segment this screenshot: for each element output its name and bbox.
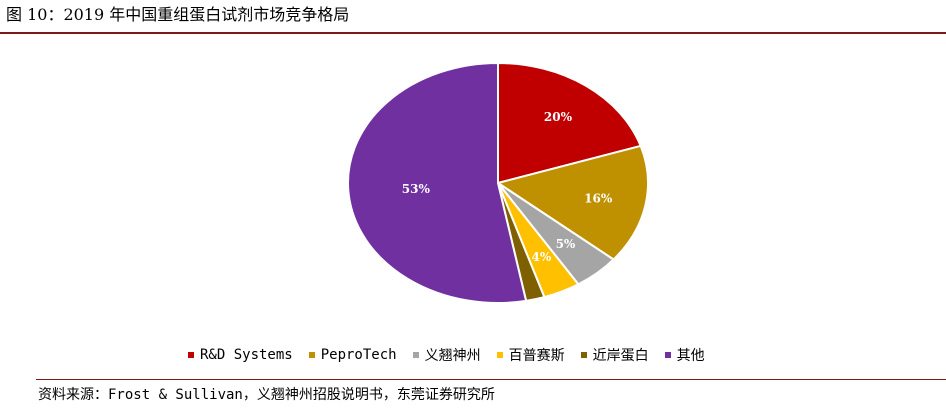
chart-legend: R&D Systems PeproTech 义翘神州 百普赛斯 近岸蛋白 其他 — [188, 344, 721, 366]
legend-swatch — [664, 352, 671, 358]
title-divider — [0, 32, 946, 34]
legend-swatch — [580, 352, 587, 358]
pie-slice — [497, 61, 643, 185]
legend-label: 其他 — [676, 348, 705, 364]
slice-data-label: 53% — [402, 182, 431, 196]
legend-swatch — [496, 352, 503, 358]
legend-label: R&D Systems — [200, 347, 293, 363]
legend-label: 义翘神州 — [424, 348, 481, 364]
slice-data-label: 20% — [544, 110, 573, 124]
source-divider — [36, 379, 946, 380]
legend-swatch — [308, 352, 315, 358]
legend-item: 百普赛斯 — [496, 345, 565, 365]
legend-item: PeproTech — [308, 347, 397, 363]
pie-slice — [495, 144, 649, 261]
legend-label: 百普赛斯 — [508, 348, 565, 364]
slice-data-label: 16% — [584, 191, 613, 205]
pie-slice — [347, 61, 528, 304]
pie-chart: 20% 16% 5% 4% 53% — [347, 61, 649, 304]
source-note: 资料来源：Frost & Sullivan，义翘神州招股说明书，东莞证券研究所 — [38, 387, 495, 403]
legend-label: PeproTech — [320, 347, 397, 363]
legend-item: 近岸蛋白 — [580, 345, 649, 365]
slice-data-label: 4% — [532, 250, 552, 264]
slice-data-label: 5% — [556, 237, 576, 251]
legend-label: 近岸蛋白 — [592, 348, 649, 364]
legend-item: R&D Systems — [188, 347, 293, 363]
legend-swatch — [412, 352, 419, 358]
figure-title: 图 10：2019 年中国重组蛋白试剂市场竞争格局 — [6, 5, 350, 24]
legend-item: 义翘神州 — [412, 345, 481, 365]
legend-item: 其他 — [664, 345, 705, 365]
legend-swatch — [188, 352, 194, 358]
